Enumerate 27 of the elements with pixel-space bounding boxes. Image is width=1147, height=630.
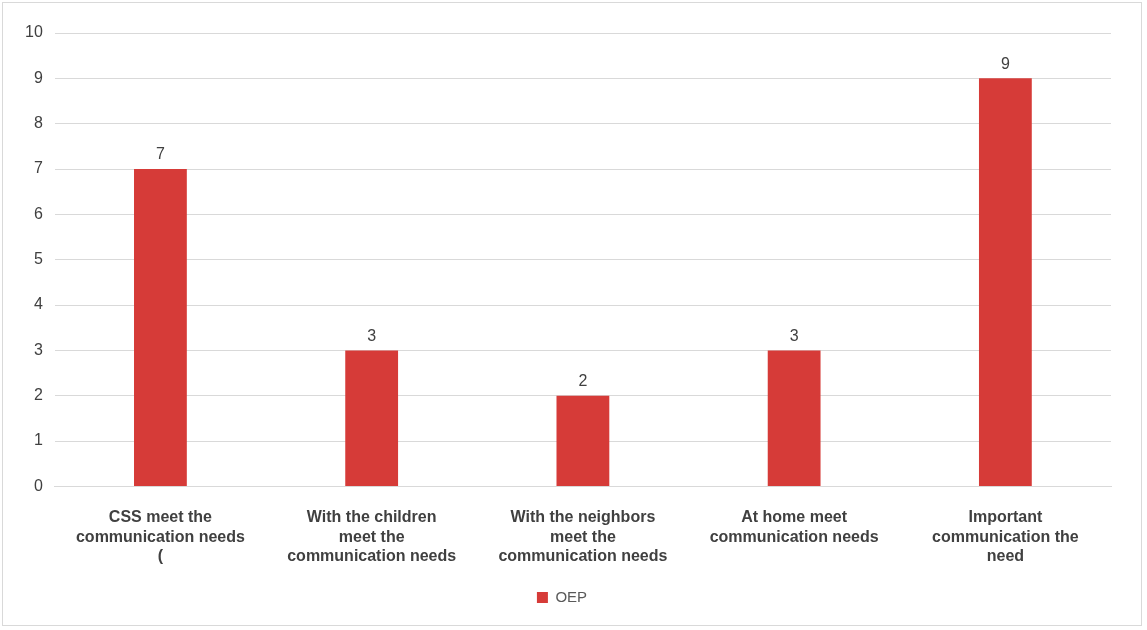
x-tick-label: Important communication the need	[932, 508, 1079, 564]
y-tick-label: 0	[33, 476, 43, 494]
y-tick-label: 2	[33, 386, 43, 404]
data-label: 3	[367, 326, 377, 344]
y-tick-label: 1	[33, 431, 43, 449]
data-label: 7	[155, 145, 165, 163]
bar	[345, 350, 399, 486]
bar	[978, 78, 1032, 486]
y-tick-label: 9	[33, 68, 43, 86]
x-tick-label: At home meet communication needs	[709, 508, 879, 545]
x-tick-label: With the neighbors meet the communication needs	[498, 508, 668, 564]
bar	[134, 169, 187, 486]
data-label: 3	[789, 326, 799, 344]
data-label: 9	[1000, 54, 1010, 72]
x-tick-label: With the children meet the communication needs	[287, 508, 457, 564]
y-tick-label: 5	[33, 250, 43, 268]
bar	[556, 395, 610, 486]
bar	[767, 350, 821, 486]
y-tick-label: 6	[33, 204, 43, 222]
x-tick-label: CSS meet the communication needs (	[75, 508, 245, 564]
y-tick-label: 4	[33, 295, 43, 313]
y-tick-label: 8	[33, 114, 43, 132]
y-tick-label: 3	[33, 340, 43, 358]
legend-label: OEP	[555, 587, 588, 605]
y-tick-label: 10	[25, 23, 43, 41]
data-label: 2	[578, 372, 588, 390]
y-tick-label: 7	[33, 159, 43, 177]
